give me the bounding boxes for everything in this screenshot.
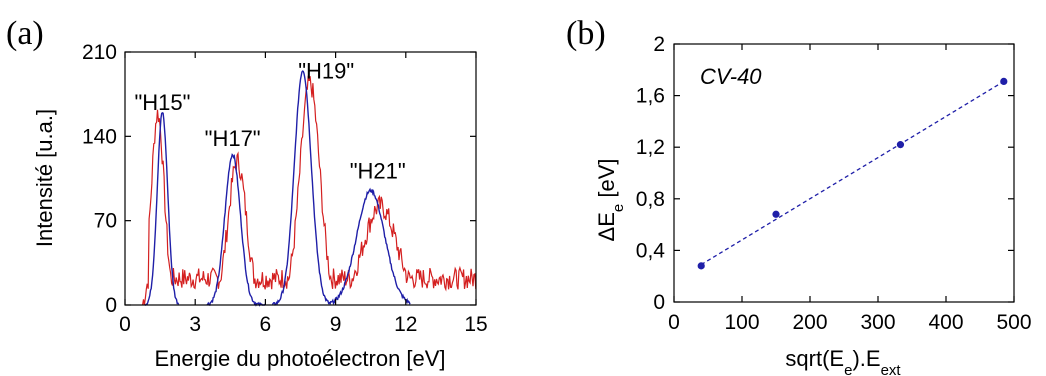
chart-a-frame (124, 51, 477, 306)
chart-a-ytick-label: 140 (82, 125, 117, 148)
chart-a: (a) "H15" "H17" "H19" "H21" 0 3 6 9 12 15 0 70 140 2… (6, 15, 488, 371)
chart-b-xtick-label: 200 (792, 311, 827, 334)
chart-b-ticks: 0 100 200 300 400 500 0 0,4 0,8 1,2 1,6 2 (636, 33, 1032, 334)
chart-a-ticks: 0 3 6 9 12 15 0 70 140 210 (82, 41, 488, 336)
chart-b-xtick-label: 400 (928, 311, 963, 334)
chart-a-marks: "H15" "H17" "H19" "H21" (134, 59, 477, 307)
series-red-line (142, 75, 477, 306)
chart-b-xtick-label: 100 (724, 311, 759, 334)
series-blue-line (271, 70, 331, 306)
chart-a-peak-annotation: "H15" (134, 90, 190, 115)
chart-b-ylabel: ΔEe [eV] (594, 159, 627, 242)
chart-a-peak-annotation: "H19" (298, 59, 354, 84)
data-point (896, 141, 905, 149)
chart-a-xlabel: Energie du photoélectron [eV] (154, 346, 445, 371)
chart-a-peak-annotation: "H17" (205, 126, 261, 151)
panel-label-a: (a) (6, 15, 44, 52)
chart-b-ytick-label: 2 (653, 33, 665, 56)
series-blue-line (144, 111, 180, 306)
chart-a-xtick-label: 6 (260, 313, 272, 336)
chart-a-xtick-label: 12 (394, 313, 417, 336)
chart-b-ytick-label: 0 (653, 291, 665, 314)
data-point (772, 210, 780, 218)
chart-b-xtick-label: 0 (668, 311, 680, 334)
chart-a-peak-annotation: "H21" (350, 159, 406, 184)
chart-b-ytick-label: 0,8 (636, 188, 665, 211)
chart-b-marks (697, 77, 1008, 270)
chart-a-xtick-label: 0 (119, 313, 131, 336)
chart-b-xtick-label: 300 (860, 311, 895, 334)
series-blue-line (206, 153, 266, 307)
data-point (697, 262, 705, 270)
chart-b-ytick-label: 0,4 (636, 239, 666, 262)
chart-a-xtick-label: 3 (189, 313, 201, 336)
chart-a-ytick-label: 70 (94, 210, 117, 233)
series-blue-line (328, 187, 411, 306)
chart-b-ytick-label: 1,6 (636, 85, 665, 108)
data-point (1000, 77, 1008, 86)
chart-b-xlabel: sqrt(Ee).Eext (785, 346, 901, 376)
chart-a-ytick-label: 0 (105, 294, 117, 317)
chart-a-xtick-label: 15 (464, 313, 487, 336)
fit-line (700, 80, 1005, 266)
chart-a-xtick-label: 9 (330, 313, 342, 336)
chart-b-ytick-label: 1,2 (636, 136, 665, 159)
chart-a-ytick-label: 210 (82, 41, 117, 64)
chart-b-xtick-label: 500 (996, 311, 1031, 334)
chart-b-frame (673, 43, 1015, 303)
chart-b-annotation: CV-40 (700, 64, 762, 89)
chart-a-ylabel: Intensité [u.a.] (32, 109, 57, 247)
chart-b: (b) 0 100 200 300 400 500 0 0,4 0,8 1,2 1,6 2 sqrt(… (566, 15, 1032, 376)
panel-label-b: (b) (566, 15, 606, 52)
